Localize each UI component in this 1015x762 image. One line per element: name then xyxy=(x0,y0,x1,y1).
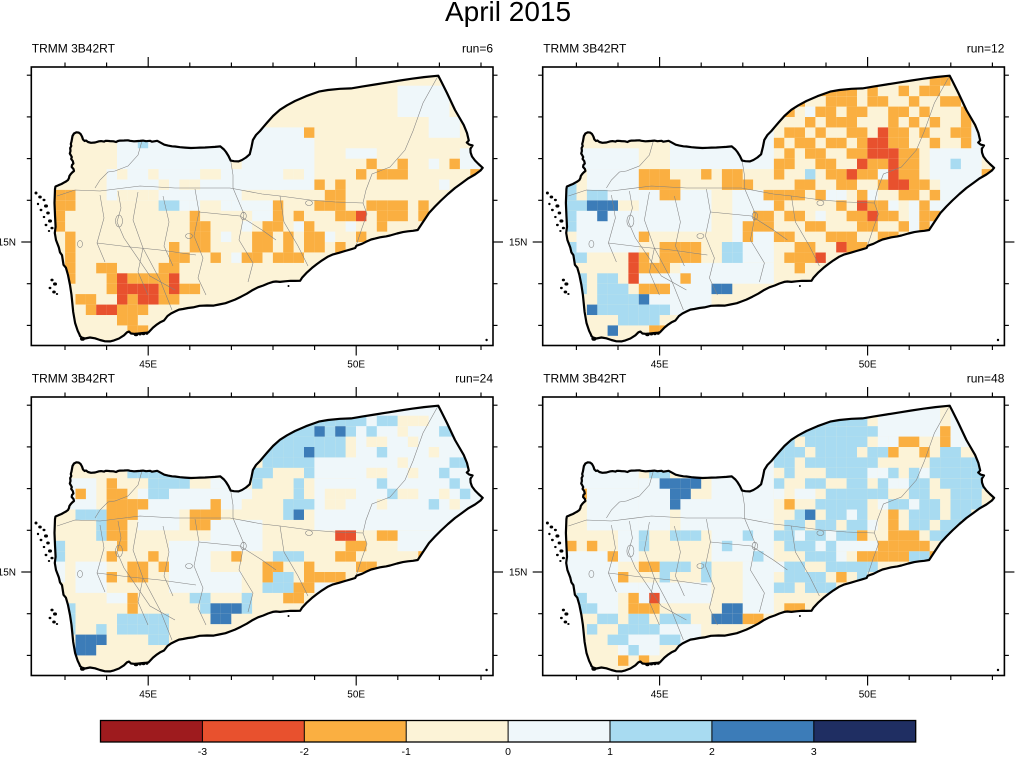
svg-text:run=12: run=12 xyxy=(967,42,1005,56)
svg-text:2: 2 xyxy=(709,746,715,757)
svg-text:TRMM 3B42RT: TRMM 3B42RT xyxy=(543,42,627,56)
svg-text:3: 3 xyxy=(811,746,817,757)
svg-text:-3: -3 xyxy=(198,746,207,757)
svg-text:45E: 45E xyxy=(139,690,157,701)
svg-text:1: 1 xyxy=(607,746,613,757)
svg-text:50E: 50E xyxy=(859,690,877,701)
svg-text:TRMM 3B42RT: TRMM 3B42RT xyxy=(32,372,116,386)
svg-text:-1: -1 xyxy=(402,746,411,757)
svg-text:run=24: run=24 xyxy=(455,372,493,386)
svg-text:run=48: run=48 xyxy=(967,372,1005,386)
svg-text:45E: 45E xyxy=(651,690,669,701)
svg-text:0: 0 xyxy=(505,746,511,757)
svg-text:15N: 15N xyxy=(0,237,16,248)
svg-text:50E: 50E xyxy=(347,360,365,371)
svg-text:45E: 45E xyxy=(651,360,669,371)
svg-text:TRMM 3B42RT: TRMM 3B42RT xyxy=(543,372,627,386)
svg-text:15N: 15N xyxy=(509,567,527,578)
svg-text:run=6: run=6 xyxy=(462,42,493,56)
svg-text:-2: -2 xyxy=(300,746,309,757)
svg-text:50E: 50E xyxy=(347,690,365,701)
svg-text:TRMM 3B42RT: TRMM 3B42RT xyxy=(32,42,116,56)
svg-text:April 2015: April 2015 xyxy=(445,0,571,27)
svg-text:15N: 15N xyxy=(0,567,16,578)
svg-text:50E: 50E xyxy=(859,360,877,371)
svg-text:45E: 45E xyxy=(139,360,157,371)
svg-text:15N: 15N xyxy=(509,237,527,248)
